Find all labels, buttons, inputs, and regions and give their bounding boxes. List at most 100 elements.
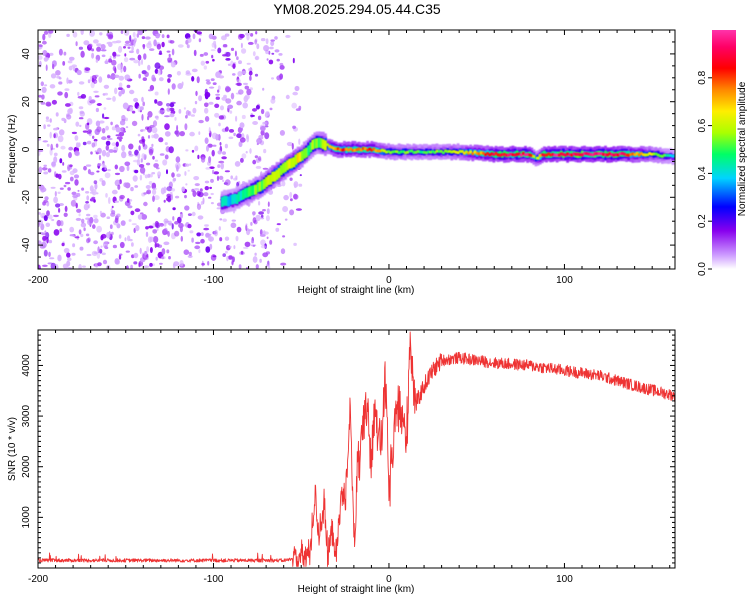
- spectrogram-noise-speck: [106, 41, 112, 45]
- spectrogram-noise-speck: [262, 87, 265, 91]
- spectrogram-noise-speck: [237, 71, 243, 77]
- spectrogram-noise-speck: [230, 92, 235, 100]
- spectrogram-noise-speck: [78, 46, 83, 50]
- spectrogram-noise-speck: [72, 243, 76, 248]
- spectrogram-noise-speck: [162, 159, 168, 166]
- spectrogram-noise-speck: [258, 201, 261, 206]
- spectrogram-ridge-cell: [273, 171, 277, 182]
- spectrogram-noise-speck: [105, 140, 111, 146]
- spectrogram-ridge-cell: [357, 147, 361, 151]
- spectrogram-noise-speck: [79, 124, 82, 128]
- spectrogram-noise-speck: [96, 252, 101, 259]
- spectrogram-noise-speck: [252, 212, 255, 217]
- spectrogram-noise-speck: [87, 169, 91, 175]
- spectrogram-noise-speck: [260, 217, 265, 220]
- spectrogram-noise-speck: [98, 154, 102, 161]
- spectrogram-noise-speck: [213, 171, 220, 175]
- spectrogram-noise-speck: [259, 234, 266, 237]
- spectrogram-noise-speck: [119, 241, 125, 249]
- spectrogram-noise-speck: [154, 68, 159, 74]
- spectrogram-noise-speck: [155, 33, 161, 36]
- spectrogram-noise-speck: [283, 194, 289, 201]
- spectrogram-noise-speck: [45, 222, 51, 227]
- spectrogram-noise-speck: [144, 71, 149, 78]
- spectrogram-noise-speck: [227, 63, 231, 66]
- spectrogram-ridge-cell: [437, 150, 441, 156]
- spectrogram-ridge-cell: [305, 147, 308, 158]
- spectrogram-ridge-cell: [298, 151, 302, 162]
- spectrogram-noise-speck: [58, 81, 63, 85]
- spectrogram-ridge-cell: [475, 151, 479, 155]
- spectrogram-noise-speck: [38, 166, 43, 174]
- spectrogram-ridge-cell: [391, 150, 395, 154]
- spectrogram-noise-speck: [104, 92, 108, 96]
- spectrogram-noise-speck: [95, 59, 99, 63]
- spectrogram-noise-speck: [129, 238, 133, 242]
- spectrogram-ridge-cell: [517, 152, 521, 156]
- spectrogram-noise-speck: [133, 97, 139, 103]
- spectrogram-noise-speck: [115, 54, 121, 57]
- spectrogram-ridge-cell: [347, 148, 350, 152]
- spectrogram-noise-speck: [117, 184, 121, 190]
- spectrogram-ridge-cell: [448, 149, 452, 153]
- spectrogram-noise-speck: [192, 107, 197, 114]
- spectrogram-noise-speck: [39, 185, 46, 193]
- spectrogram-ridge-cell: [576, 152, 580, 156]
- spectrogram-noise-speck: [228, 136, 234, 140]
- spectrogram-noise-speck: [93, 90, 99, 94]
- spectrogram-noise-speck: [158, 77, 164, 82]
- spectrogram-noise-speck: [168, 146, 174, 154]
- spectrogram-noise-speck: [125, 250, 130, 253]
- spectrogram-noise-speck: [111, 142, 117, 147]
- spectrogram-noise-speck: [214, 229, 218, 237]
- spectrogram-noise-speck: [163, 227, 168, 234]
- spectrogram-noise-speck: [166, 34, 170, 39]
- spectrogram-noise-speck: [185, 183, 188, 186]
- spectrogram-noise-speck: [203, 227, 210, 231]
- spectrogram-ridge-cell: [286, 160, 289, 171]
- spectrogram-noise-speck: [279, 65, 285, 70]
- spectrogram-noise-speck: [114, 87, 118, 95]
- spectrogram-noise-speck: [193, 49, 197, 57]
- spectrogram-noise-speck: [201, 156, 206, 163]
- spectrogram-noise-speck: [168, 53, 171, 58]
- snr-y-tick-label: 1000: [21, 506, 32, 529]
- spectrogram-noise-speck: [85, 191, 90, 194]
- spectrogram-ridge-cell: [465, 150, 468, 154]
- spectrogram-noise-speck: [140, 212, 144, 215]
- spectrogram-noise-speck: [121, 151, 127, 159]
- spectrogram-noise-speck: [79, 110, 85, 115]
- spectrogram-noise-speck: [118, 234, 122, 239]
- spectrogram-noise-speck: [159, 223, 165, 227]
- spectrogram-noise-speck: [166, 103, 171, 107]
- spectrogram-noise-speck: [166, 50, 171, 53]
- spectrogram-noise-speck: [175, 195, 180, 199]
- spectrogram-noise-speck: [105, 151, 110, 158]
- spectrogram-noise-speck: [96, 126, 102, 133]
- spectrogram-ridge-cell: [334, 147, 338, 151]
- spectrogram-noise-speck: [101, 127, 106, 134]
- spectrogram-noise-speck: [238, 141, 243, 148]
- spectrogram-noise-speck: [49, 118, 52, 123]
- spectrogram-ridge-cell: [562, 153, 565, 156]
- spectrogram-noise-speck: [291, 142, 294, 150]
- spectrogram-noise-speck: [197, 215, 204, 220]
- spectrogram-noise-speck: [217, 47, 222, 54]
- spectrogram-noise-speck: [222, 151, 226, 155]
- spectrogram-noise-speck: [44, 196, 49, 201]
- spectrogram-ridge-cell: [397, 151, 401, 155]
- spectrogram-noise-speck: [38, 94, 42, 98]
- spectrogram-noise-speck: [111, 126, 116, 131]
- spectrogram-noise-speck: [114, 258, 120, 265]
- spectrogram-noise-speck: [98, 76, 103, 83]
- spectrogram-ridge-cell: [650, 152, 654, 156]
- spectrogram-noise-speck: [43, 30, 49, 35]
- spectrogram-y-tick-label: -20: [21, 190, 32, 205]
- spectrogram-noise-speck: [111, 59, 117, 66]
- spectrogram-noise-speck: [265, 215, 270, 222]
- spectrogram-noise-speck: [241, 70, 247, 75]
- spectrogram-noise-speck: [221, 156, 227, 160]
- spectrogram-noise-speck: [218, 226, 221, 231]
- spectrogram-ridge-cell: [380, 148, 384, 152]
- spectrogram-noise-speck: [260, 38, 266, 42]
